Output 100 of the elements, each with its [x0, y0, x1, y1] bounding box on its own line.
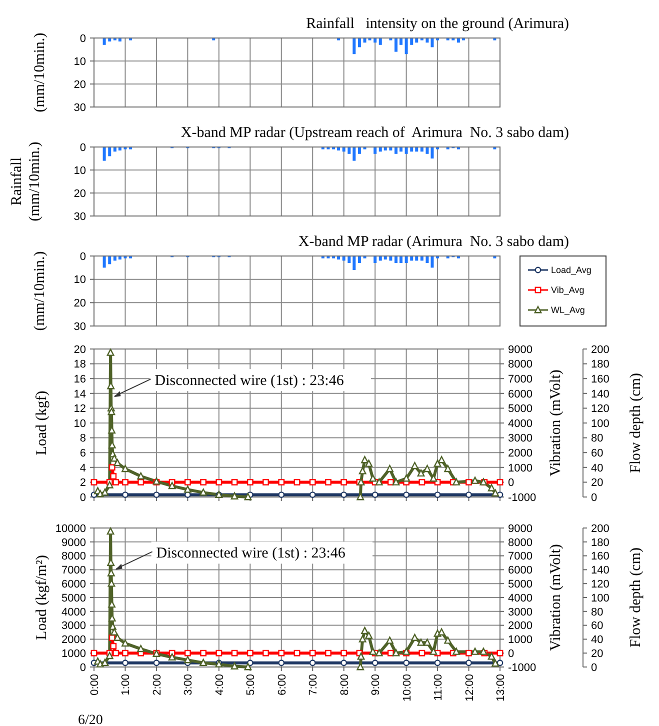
y-tick-label: 4	[80, 462, 86, 474]
y2-tick-label: 5000	[508, 578, 532, 590]
y-tick-label: 0	[80, 662, 86, 674]
y-tick-label: 0	[80, 32, 86, 45]
x-tick-label: 2:00	[151, 674, 164, 696]
y2-tick-label: 8000	[508, 536, 532, 549]
y-tick-label: 10	[74, 164, 86, 177]
y3-tick-label: 120	[591, 578, 610, 590]
y3-tick-label: 40	[591, 634, 604, 646]
y2-tick-label: 1000	[508, 634, 532, 646]
y-tick-label: 1000	[62, 648, 86, 660]
y-tick-label: 20	[74, 344, 86, 356]
x-tick-label: 0:00	[89, 674, 101, 696]
y-tick-label: 5000	[62, 592, 86, 604]
y2-tick-label: 4000	[508, 418, 532, 430]
y2-tick-label: 6000	[508, 564, 532, 577]
y3-axis-title: Flow depth (cm)	[628, 548, 644, 648]
x-tick-label: 13:00	[495, 674, 507, 702]
y-tick-label: 6000	[62, 578, 86, 590]
y2-tick-label: -1000	[508, 662, 536, 674]
y-tick-label: 12	[74, 403, 86, 416]
y3-tick-label: 200	[591, 344, 610, 356]
y-tick-label: 2	[80, 477, 86, 490]
x-tick-label: 12:00	[464, 674, 476, 702]
x-tick-label: 9:00	[370, 674, 382, 696]
y2-tick-label: 3000	[508, 606, 532, 618]
x-tick-label: 5:00	[245, 674, 258, 696]
y3-tick-label: 140	[591, 564, 610, 577]
annotation: Disconnected wire (1st) : 23:46	[156, 546, 346, 562]
y2-tick-label: 9000	[508, 344, 532, 356]
y-tick-label: 30	[74, 210, 86, 223]
y-axis-title: Load (kgf)	[34, 390, 50, 456]
y2-tick-label: -1000	[508, 492, 536, 504]
y3-tick-label: 60	[591, 447, 604, 460]
y2-tick-label: 9000	[508, 522, 532, 535]
x-tick-label: 8:00	[338, 674, 351, 696]
y3-tick-label: 100	[591, 592, 610, 604]
y-tick-label: 20	[74, 188, 86, 200]
y-tick-label: 3000	[62, 620, 86, 632]
y-tick-label: 20	[74, 298, 86, 310]
chart-title: X-band MP radar (Upstream reach of Arimura No. 3 sabo dam)	[180, 125, 569, 141]
y-tick-label: 10000	[55, 522, 86, 535]
y-tick-label: 10	[74, 418, 86, 430]
y2-tick-label: 7000	[508, 550, 532, 563]
y3-tick-label: 80	[591, 606, 604, 618]
y-axis-title: Load (kgf/m²)	[34, 555, 50, 640]
y-tick-label: 30	[74, 320, 86, 333]
y-tick-label: 8000	[62, 550, 86, 563]
legend-label: Load_Avg	[551, 265, 592, 276]
y3-tick-label: 40	[591, 462, 604, 474]
y-tick-label: 0	[80, 250, 86, 263]
y-axis-title: (mm/10min.)	[32, 251, 48, 331]
y2-tick-label: 2000	[508, 620, 532, 632]
x-tick-label: 7:00	[308, 674, 320, 696]
y3-tick-label: 0	[591, 662, 598, 674]
y-tick-label: 18	[74, 358, 86, 371]
y2-tick-label: 7000	[508, 373, 532, 386]
y2-tick-label: 1000	[508, 462, 532, 474]
y-tick-label: 20	[74, 78, 86, 91]
y3-tick-label: 20	[591, 477, 604, 490]
y3-tick-label: 120	[591, 403, 610, 416]
y3-tick-label: 160	[591, 550, 610, 563]
y2-tick-label: 3000	[508, 432, 532, 445]
y3-axis-title: Flow depth (cm)	[628, 373, 644, 473]
y3-tick-label: 180	[591, 536, 610, 549]
y-tick-label: 0	[80, 142, 86, 154]
y-tick-label: 10	[74, 56, 86, 68]
y-tick-label: 2000	[62, 634, 86, 646]
y3-tick-label: 100	[591, 418, 610, 430]
y2-tick-label: 6000	[508, 388, 532, 400]
y3-tick-label: 0	[591, 492, 598, 504]
y-axis-title: Rainfall (mm/10min.)	[9, 142, 43, 222]
y-tick-label: 4000	[62, 606, 86, 618]
y3-tick-label: 140	[591, 388, 610, 400]
y-tick-label: 9000	[62, 536, 86, 549]
x-tick-label: 1:00	[120, 674, 132, 696]
y-tick-label: 16	[74, 373, 86, 386]
annotation: Disconnected wire (1st) : 23:46	[154, 373, 344, 390]
y2-tick-label: 8000	[508, 358, 532, 371]
x-tick-label: 6:00	[276, 674, 288, 696]
legend-label: Vib_Avg	[551, 285, 584, 296]
y2-axis-title: Vibration (mVolt)	[548, 370, 564, 476]
y3-tick-label: 60	[591, 620, 604, 632]
y2-tick-label: 4000	[508, 592, 532, 604]
y2-tick-label: 5000	[508, 403, 532, 416]
y2-tick-label: 0	[508, 477, 514, 490]
y-tick-label: 14	[74, 388, 86, 400]
y3-tick-label: 160	[591, 373, 610, 386]
y-tick-label: 0	[80, 492, 86, 504]
y3-tick-label: 180	[591, 358, 610, 371]
x-tick-label: 11:00	[432, 674, 445, 701]
x-tick-label: 4:00	[214, 674, 226, 696]
y2-axis-title: Vibration (mVolt)	[548, 544, 564, 651]
chart-title: Rainfall intensity on the ground (Arimura)	[306, 16, 570, 32]
x-tick-label: 10:00	[401, 674, 414, 702]
x-axis-title: 6/20	[78, 713, 103, 726]
legend-label: WL_Avg	[551, 305, 585, 316]
y3-tick-label: 200	[591, 522, 610, 535]
y2-tick-label: 0	[508, 648, 514, 660]
y3-tick-label: 80	[591, 432, 604, 445]
